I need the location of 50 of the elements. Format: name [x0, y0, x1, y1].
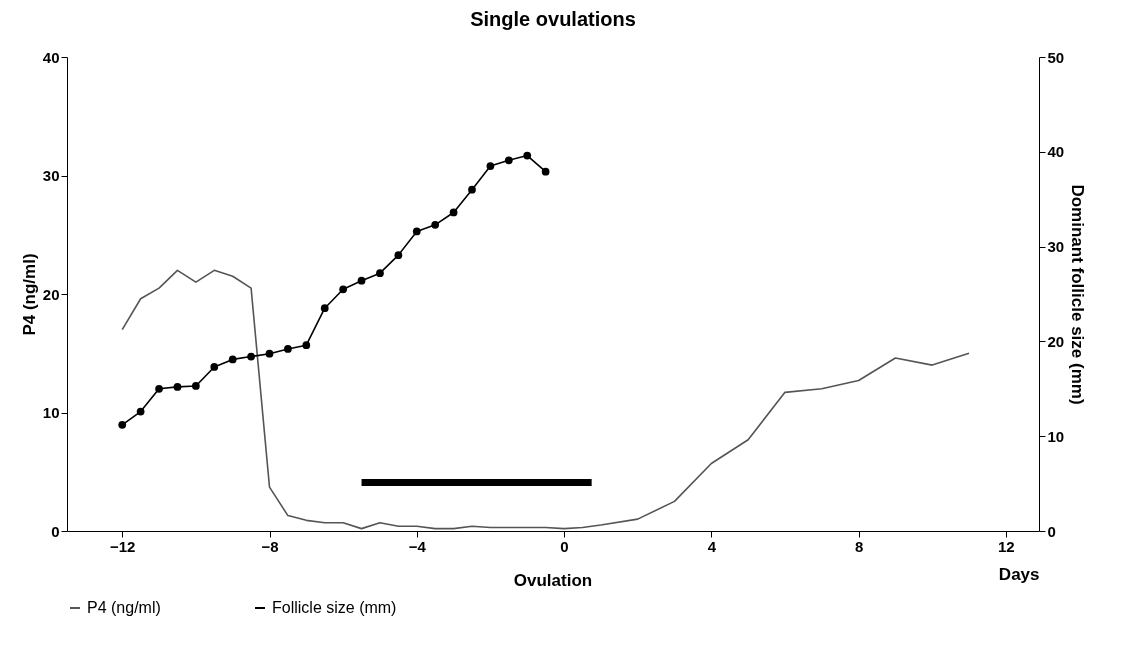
- y-tick-label: 40: [42, 48, 60, 66]
- point: [265, 349, 274, 358]
- point: [449, 208, 458, 217]
- x-tick-label: 0: [560, 537, 569, 555]
- point: [523, 151, 532, 160]
- x-tick-label: 12: [998, 537, 1015, 555]
- line-series: [121, 269, 970, 530]
- x-tick-label: −8: [261, 537, 279, 555]
- y-axis-title: P4 (ng/ml): [19, 253, 39, 336]
- point: [412, 227, 421, 236]
- point: [339, 285, 348, 294]
- y2-tick-label: 40: [1047, 143, 1065, 161]
- y-tick-label: 10: [42, 404, 60, 421]
- point: [210, 363, 219, 371]
- point: [376, 269, 384, 278]
- point: [504, 156, 513, 165]
- point: [155, 384, 163, 393]
- point: [302, 341, 311, 350]
- point: [357, 276, 366, 285]
- chart-title: Single ovulations: [470, 8, 636, 30]
- legend-label: P4 (ng/ml): [87, 599, 161, 616]
- point: [284, 345, 292, 353]
- legend-label: Follicle size (mm): [272, 599, 397, 616]
- x-tick-label: 4: [707, 537, 717, 555]
- point: [173, 383, 182, 391]
- x-axis-title: Days: [998, 564, 1040, 584]
- y2-tick-label: 20: [1047, 332, 1065, 350]
- point: [394, 251, 403, 259]
- y2-axis-title: Dominant follicle size (mm): [1068, 184, 1088, 405]
- point: [136, 407, 145, 416]
- x-tick-label: −12: [110, 537, 136, 555]
- point: [247, 352, 255, 361]
- y2-tick-label: 0: [1047, 522, 1056, 540]
- point: [468, 185, 476, 194]
- point: [228, 355, 237, 364]
- y2-tick-label: 10: [1047, 427, 1065, 445]
- y2-tick-label: 30: [1047, 238, 1065, 256]
- point: [541, 167, 550, 176]
- point: [118, 420, 127, 429]
- text: Ovulation: [513, 571, 593, 590]
- point: [431, 220, 440, 229]
- y2-tick-label: 50: [1047, 48, 1065, 66]
- x-tick-label: −4: [408, 537, 427, 555]
- point: [320, 304, 329, 313]
- y-tick-label: 30: [42, 167, 60, 184]
- y-tick-label: 20: [42, 285, 60, 303]
- point: [486, 162, 495, 170]
- y-tick-label: 0: [51, 522, 60, 540]
- x-tick-label: 8: [854, 537, 864, 555]
- point: [191, 382, 200, 390]
